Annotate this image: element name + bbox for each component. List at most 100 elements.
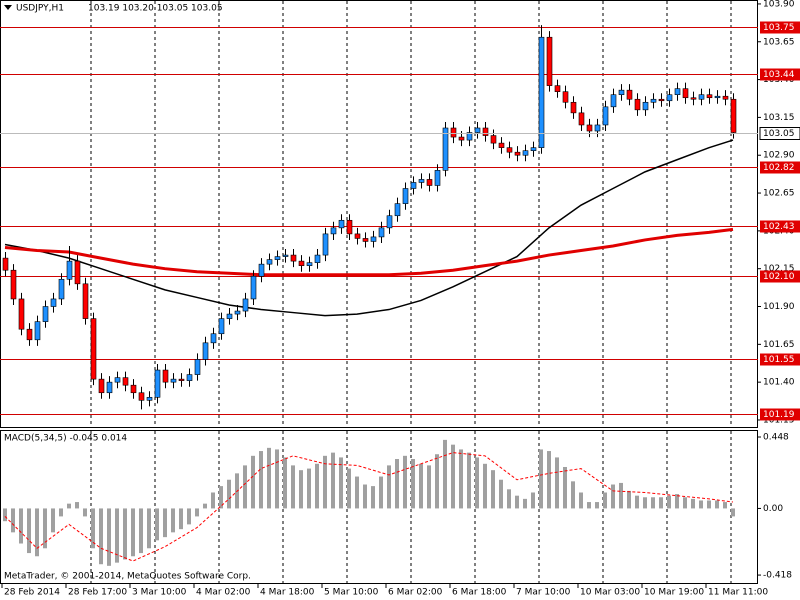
candle-body [474,127,481,133]
candle-body [202,342,209,360]
candle-body [226,313,233,319]
level-label: 101.55 [763,355,795,365]
macd-bar [227,479,231,509]
macd-bar [627,490,631,509]
macd-bar [347,468,351,509]
candle-body [82,283,89,319]
candle-body [426,179,433,186]
menu-icon [4,5,12,10]
macd-bar [563,466,567,509]
macd-bar [483,463,487,509]
level-label: 103.75 [763,23,795,33]
candle-body [626,89,633,100]
x-tick-label: 10 Mar 03:00 [580,588,640,598]
candle-body [490,135,497,144]
macd-bar [51,508,55,533]
macd-bar [315,463,319,509]
candle-body [690,97,697,100]
candle-body [506,147,513,153]
x-tick-label: 5 Mar 10:00 [324,588,379,598]
macd-bar [507,489,511,509]
header-values: 103.19 103.20 103.05 103.05 [88,4,223,14]
y-tick-label: 0.00 [763,504,783,514]
macd-bar [67,503,71,509]
x-tick-label: 3 Mar 10:00 [132,588,187,598]
macd-bar [147,508,151,549]
candle-body [370,236,377,242]
macd-bar [155,508,159,541]
candle-body [170,378,177,383]
macd-bar [203,503,207,509]
macd-bar [715,500,719,509]
candle-body [698,94,705,100]
candle-body [26,328,33,341]
x-tick-label: 11 Mar 11:00 [708,588,768,598]
macd-bar [523,498,527,509]
macd-bar [379,476,383,509]
macd-bar [443,439,447,509]
macd-bar [723,502,727,509]
macd-bar [83,508,87,517]
candle-body [330,227,337,235]
candle-body [666,94,673,102]
y-tick-label: 102.65 [763,189,795,199]
candle-body [554,85,561,92]
candle-body [194,359,201,375]
macd-bar [299,470,303,509]
candle-body [418,179,425,183]
macd-bar [371,486,375,509]
macd-bar [363,484,367,509]
x-tick-label: 6 Mar 02:00 [388,588,443,598]
candle-body [138,392,145,401]
candle-body [530,147,537,151]
y-tick-label: 101.65 [763,340,795,350]
candle-body [242,298,249,312]
moving-average [4,227,734,277]
candle-body [386,215,393,229]
macd-bar [59,508,63,517]
candle-body [314,254,321,263]
macd-bar [731,508,735,517]
macd-bar [251,455,255,509]
macd-bar [267,447,271,509]
macd-bar [459,449,463,509]
candle-body [450,127,457,138]
level-tag [760,161,800,174]
candle-body [722,95,729,100]
macd-bar [475,457,479,509]
macd-bar [667,495,671,509]
candle-body [306,262,313,266]
candle-body [514,151,521,156]
macd-bar [283,457,287,509]
level-tag [760,408,800,421]
y-tick-label: 103.90 [763,0,795,9]
candle-body [34,321,41,341]
candle-body [42,306,49,322]
macd-bar [427,465,431,509]
candle-body [338,219,345,229]
candle-body [674,88,681,96]
candle-body [442,127,449,171]
candle-body [90,318,97,380]
candle-body [498,142,505,148]
macd-bar [403,455,407,509]
macd-bar [171,508,175,533]
macd-bar [603,492,607,509]
candle-body [114,377,121,383]
candle-body [58,278,65,300]
macd-bar [107,508,111,566]
macd-bar [195,508,199,517]
candle-body [706,94,713,99]
candle-body [2,257,9,271]
macd-bar [259,451,263,509]
candle-body [154,369,161,398]
candle-body [130,384,137,394]
y-tick-label: 101.90 [763,302,795,312]
macd-bar [291,465,295,509]
candle-body [578,112,585,126]
macd-bar [571,481,575,509]
level-tag [760,68,800,81]
macd-bar [355,476,359,509]
macd-bar [675,494,679,509]
candle-body [466,132,473,141]
